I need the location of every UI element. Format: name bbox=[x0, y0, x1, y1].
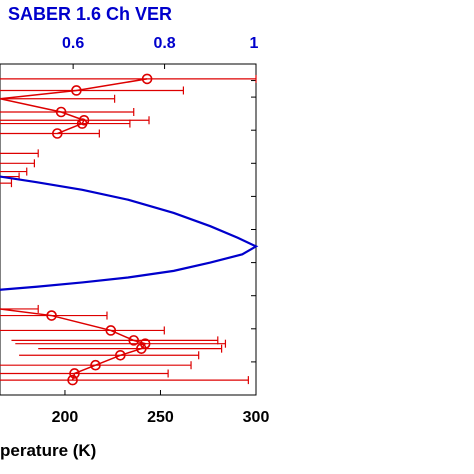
top-axis-title: SABER 1.6 Ch VER bbox=[8, 4, 172, 24]
top-tick-label: 1 bbox=[250, 35, 259, 52]
temperature-series bbox=[0, 73, 257, 386]
temperature-marker bbox=[141, 73, 153, 85]
temperature-marker bbox=[136, 343, 147, 354]
temperature-marker bbox=[90, 359, 101, 371]
temperature-marker bbox=[55, 106, 67, 118]
ver-line bbox=[0, 175, 259, 291]
temperature-marker bbox=[46, 310, 57, 321]
temperature-line bbox=[0, 308, 147, 381]
bottom-tick-label: 300 bbox=[243, 409, 270, 426]
temperature-marker bbox=[67, 374, 78, 386]
temperature-marker bbox=[76, 118, 88, 129]
ver-series bbox=[0, 175, 259, 291]
temperature-marker bbox=[69, 368, 80, 379]
bottom-tick-label: 250 bbox=[147, 409, 174, 426]
temperature-marker bbox=[105, 325, 117, 336]
right-axis-ticks bbox=[251, 80, 256, 363]
temperature-marker bbox=[71, 85, 82, 96]
temperature-line bbox=[0, 78, 148, 135]
bottom-tick-label: 200 bbox=[52, 409, 79, 426]
top-tick-label: 0.8 bbox=[153, 35, 175, 52]
temperature-marker bbox=[52, 128, 63, 139]
temperature-marker bbox=[128, 335, 140, 346]
temperature-marker bbox=[115, 349, 126, 361]
top-axis-ticks: 0.6 0.8 1 bbox=[62, 35, 259, 69]
top-tick-label: 0.6 bbox=[62, 35, 84, 52]
bottom-axis-title: perature (K) bbox=[0, 441, 96, 460]
